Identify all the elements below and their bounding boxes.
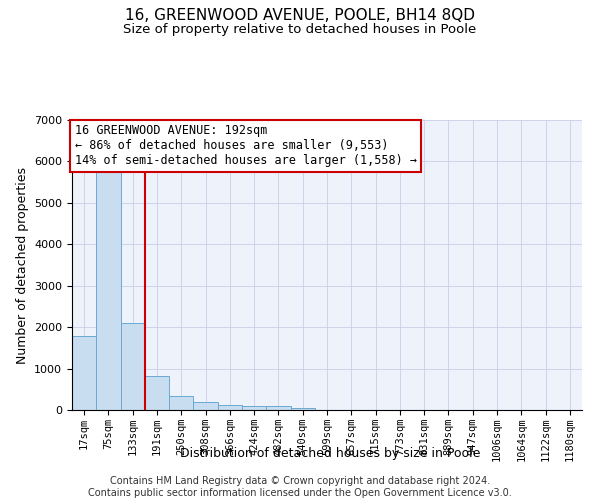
Bar <box>72 336 96 410</box>
Bar <box>266 406 290 410</box>
Bar <box>145 376 169 410</box>
Text: 16, GREENWOOD AVENUE, POOLE, BH14 8QD: 16, GREENWOOD AVENUE, POOLE, BH14 8QD <box>125 8 475 22</box>
Bar <box>218 405 242 410</box>
Bar <box>96 170 121 410</box>
Bar <box>193 402 218 410</box>
Text: Contains HM Land Registry data © Crown copyright and database right 2024.
Contai: Contains HM Land Registry data © Crown c… <box>88 476 512 498</box>
Bar <box>169 396 193 410</box>
Text: Size of property relative to detached houses in Poole: Size of property relative to detached ho… <box>124 22 476 36</box>
Bar <box>290 408 315 410</box>
Bar <box>121 324 145 410</box>
Text: Distribution of detached houses by size in Poole: Distribution of detached houses by size … <box>180 448 480 460</box>
Bar <box>242 406 266 410</box>
Text: 16 GREENWOOD AVENUE: 192sqm
← 86% of detached houses are smaller (9,553)
14% of : 16 GREENWOOD AVENUE: 192sqm ← 86% of det… <box>74 124 416 168</box>
Y-axis label: Number of detached properties: Number of detached properties <box>16 166 29 364</box>
